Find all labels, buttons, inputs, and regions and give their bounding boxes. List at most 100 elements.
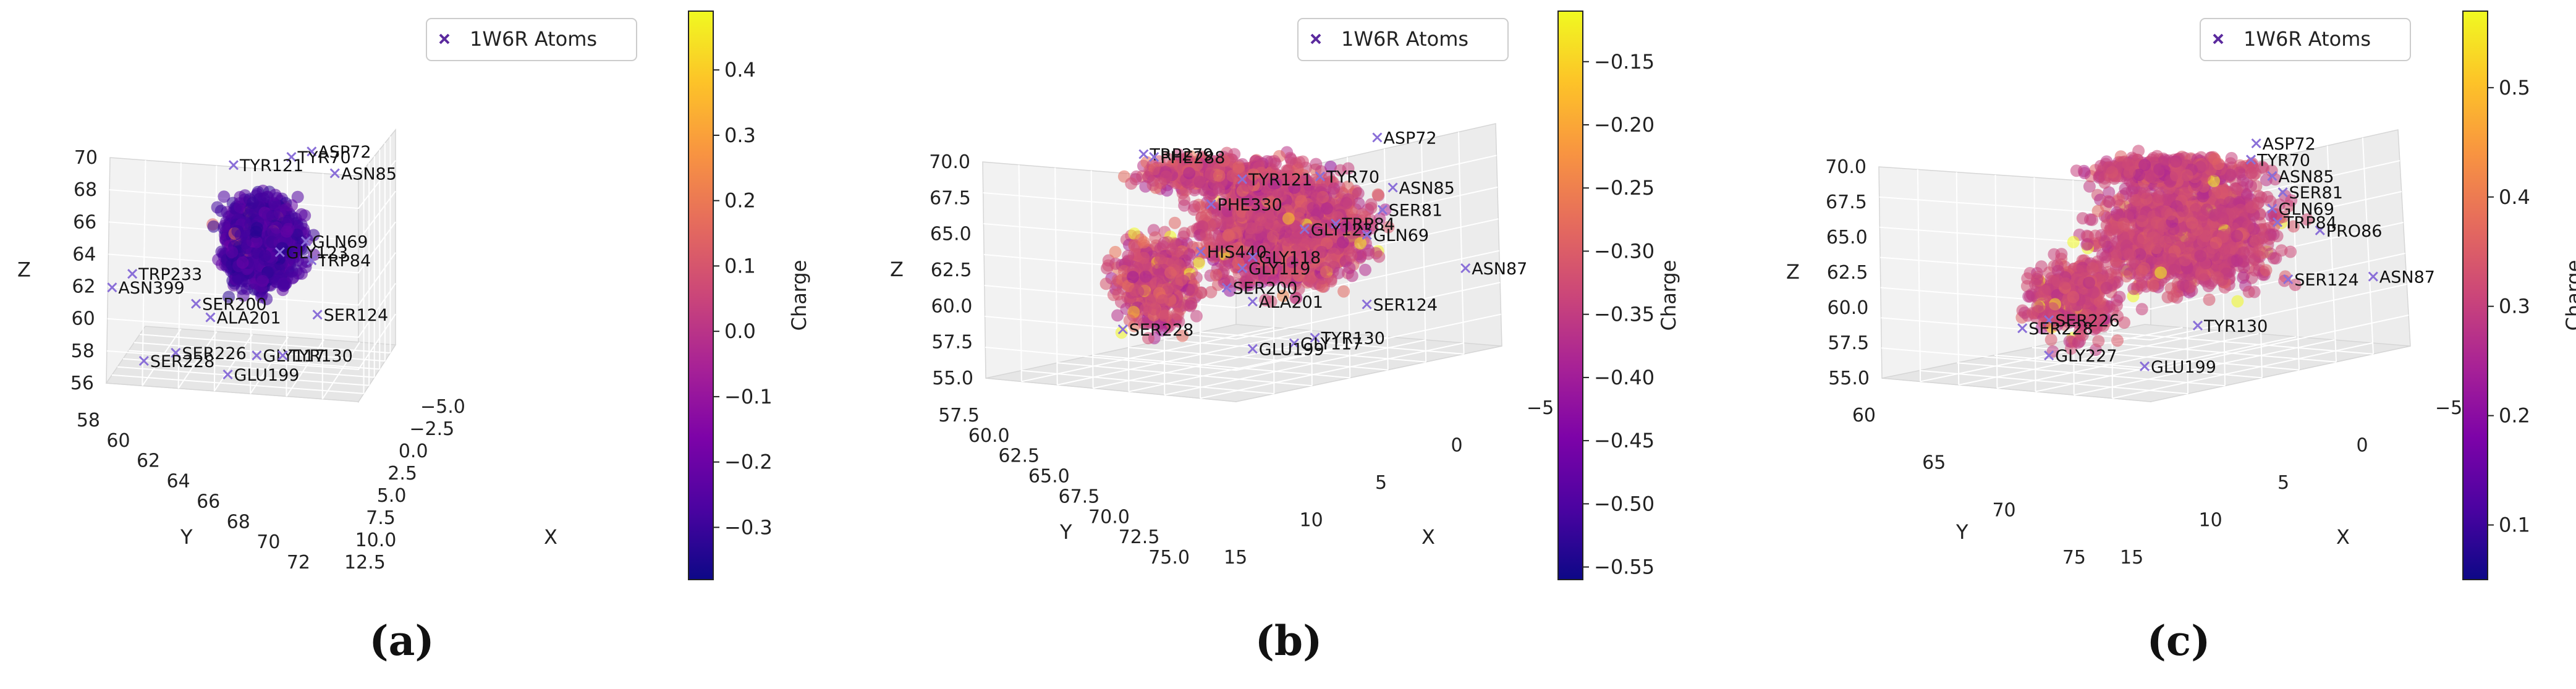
x-tick-label: 2.5 — [388, 463, 417, 484]
gridline-y — [1090, 171, 1094, 389]
legend-label: 1W6R Atoms — [1341, 27, 1468, 51]
z-tick-label: 67.5 — [1826, 192, 1867, 213]
residue-label: ASN85 — [341, 164, 397, 184]
floor-grid — [1021, 370, 1274, 395]
floor-grid — [139, 334, 391, 354]
y-tick-label: 75.0 — [1148, 547, 1190, 569]
atom-point — [238, 216, 251, 229]
y-tick-label: 75 — [2062, 547, 2086, 569]
atom-marker — [138, 355, 149, 366]
atom-marker — [127, 269, 138, 279]
residue-label: TYR70 — [1326, 168, 1379, 187]
atom-point — [207, 220, 220, 233]
floor-grid — [128, 350, 380, 370]
atom-point — [234, 200, 247, 213]
gridline-z — [108, 252, 396, 306]
atom-point — [1370, 247, 1383, 260]
legend-marker — [439, 33, 450, 44]
colorbar-tick-label: −0.55 — [1594, 556, 1654, 579]
floor-grid — [1200, 342, 1464, 399]
residue-label: GLN69 — [1373, 226, 1430, 245]
floor-grid — [1164, 339, 1426, 363]
atom-point — [282, 222, 295, 235]
x-tick-label: −5.0 — [420, 396, 465, 418]
x-tick-label: −5 — [1527, 397, 1554, 419]
atom-point — [269, 188, 282, 201]
floor-grid — [1021, 327, 1274, 383]
residue-label: ASN399 — [118, 279, 184, 298]
residue-label: ALA201 — [216, 309, 281, 328]
y-tick-label: 72.5 — [1119, 526, 1160, 548]
y-tick-label: 72 — [287, 552, 310, 573]
colorbar-label: Charge — [787, 260, 811, 331]
atom-point — [1129, 284, 1142, 297]
z-tick-label: 70.0 — [929, 151, 970, 173]
z-tick-label: 64 — [72, 243, 96, 265]
y-tick-label: 65.0 — [1028, 466, 1070, 488]
x-tick-label: 5.0 — [377, 485, 407, 507]
atom-point — [1156, 294, 1169, 307]
atom-point — [295, 208, 308, 221]
atom-point — [1109, 245, 1122, 258]
atom-point — [1345, 249, 1358, 262]
residue-label: GLY123 — [286, 243, 348, 263]
atom-marker — [312, 310, 323, 320]
atom-point — [2203, 294, 2216, 306]
atom-point — [250, 235, 263, 248]
residue-label: SER228 — [1129, 321, 1194, 340]
residue-label: TRP84 — [317, 252, 371, 271]
z-tick-label: 62.5 — [1827, 262, 1868, 284]
x-axis-label: X — [544, 525, 557, 549]
floor-grid — [250, 336, 289, 394]
atom-point — [273, 206, 286, 219]
atom-point — [218, 190, 231, 203]
atom-point — [257, 192, 270, 205]
colorbar-tick-label: −0.15 — [1594, 50, 1654, 74]
gridline-y — [142, 160, 146, 386]
atom-point — [218, 219, 231, 232]
y-tick-label: 70.0 — [1088, 506, 1130, 528]
z-tick-label: 68 — [74, 179, 97, 201]
atom-point-cloud — [206, 184, 320, 305]
y-axis-label: Y — [1059, 520, 1072, 544]
atom-point — [1171, 307, 1184, 320]
colorbar — [688, 11, 714, 580]
atom-point — [247, 197, 259, 209]
atom-point — [1379, 203, 1392, 216]
z-tick-label: 57.5 — [931, 332, 973, 353]
floor-grid — [122, 358, 375, 378]
colorbar-tick-label: −0.2 — [724, 450, 773, 474]
floor-grid — [111, 374, 364, 394]
y-tick-label: 67.5 — [1058, 486, 1099, 507]
atom-point-cloud — [1099, 146, 1395, 345]
atom-point — [258, 249, 271, 262]
y-tick-label: 64 — [167, 471, 190, 492]
residue-label: SER81 — [1389, 201, 1443, 221]
residue-label: SER124 — [1373, 296, 1438, 315]
z-tick-label: 55.0 — [1828, 368, 1870, 389]
y-tick-label: 62.5 — [998, 446, 1040, 467]
x-tick-label: 15 — [2120, 547, 2143, 569]
x-tick-label: 10 — [2199, 510, 2222, 531]
atom-point — [286, 210, 299, 223]
gridline-z — [106, 313, 396, 370]
atom-point — [1210, 182, 1223, 195]
x-tick-label: 15 — [1224, 547, 1247, 569]
atom-point — [1266, 230, 1279, 243]
atom-point — [2135, 303, 2148, 316]
atom-point — [1137, 236, 1150, 248]
colorbar-tick-label: −0.35 — [1594, 303, 1654, 326]
z-tick-label: 60.0 — [931, 295, 973, 317]
floor-grid — [1093, 354, 1350, 379]
atom-point — [1309, 277, 1321, 290]
atom-point — [1337, 285, 1350, 298]
atom-point — [290, 228, 303, 241]
y-tick-label: 65 — [1922, 452, 1946, 474]
floor-grid — [321, 342, 360, 400]
floor-grid — [1129, 347, 1388, 371]
floor-grid — [1164, 339, 1426, 396]
atom-point — [1345, 269, 1358, 282]
z-tick-label: 67.5 — [930, 187, 971, 209]
atom-point — [1183, 167, 1196, 180]
